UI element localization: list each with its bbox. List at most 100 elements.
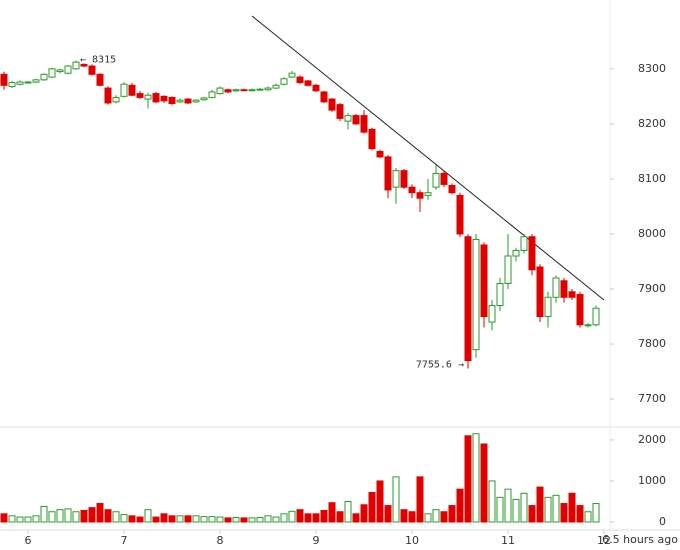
candle-body [448, 185, 456, 194]
candle-body [216, 87, 224, 95]
candle-body [496, 283, 504, 307]
volume-tick-label: 0 [659, 515, 666, 528]
volume-bar [56, 509, 64, 523]
candle-body [488, 305, 496, 323]
volume-bar [480, 443, 488, 523]
candle-body [384, 156, 392, 191]
volume-bar [176, 515, 184, 523]
y-tick-label: 8000 [638, 227, 666, 240]
volume-bar [408, 511, 416, 523]
volume-bar [40, 505, 48, 523]
candle-body [320, 91, 328, 103]
candle-body [312, 84, 320, 92]
y-tick-label: 8300 [638, 62, 666, 75]
volume-bar [464, 435, 472, 523]
volume-bar [280, 513, 288, 523]
volume-bar [112, 511, 120, 523]
candle-body [72, 61, 80, 70]
candle-body [512, 249, 520, 257]
candle-body [96, 73, 104, 86]
candle-body [256, 88, 264, 91]
candle-body [120, 83, 128, 97]
volume-bar [240, 517, 248, 523]
candle-body [112, 96, 120, 103]
candle-body [224, 89, 232, 93]
volume-bar [360, 504, 368, 523]
candle-body [552, 277, 560, 298]
candle-body [304, 80, 312, 86]
candle-body [336, 104, 344, 119]
y-tick-label: 7800 [638, 337, 666, 350]
volume-bar [32, 515, 40, 523]
candle-body [288, 72, 296, 78]
volume-tick-label: 2000 [638, 433, 666, 446]
volume-bar [352, 513, 360, 523]
y-tick-label: 7900 [638, 282, 666, 295]
volume-bar [16, 516, 24, 523]
volume-bar [592, 503, 600, 523]
y-tick-label: 8200 [638, 117, 666, 130]
volume-bar [304, 513, 312, 523]
candle-body [280, 78, 288, 85]
footer: 6.5 hours ago [602, 533, 678, 546]
candle-body [232, 89, 240, 92]
volume-bar [512, 498, 520, 523]
volume-bar [384, 505, 392, 523]
volume-bar [344, 500, 352, 523]
candle-body [296, 76, 304, 84]
candle-body [0, 73, 8, 86]
candle-body [104, 87, 112, 104]
volume-bar [496, 496, 504, 523]
candle-body [160, 95, 168, 102]
volume-bar [0, 513, 8, 523]
volume-bar [192, 515, 200, 523]
volume-bar [256, 516, 264, 523]
volume-bar [488, 480, 496, 523]
volume-bar [576, 505, 584, 523]
candle-body [432, 172, 440, 188]
volume-bar [336, 511, 344, 523]
candle-body [128, 84, 136, 96]
y-tick-label: 8100 [638, 172, 666, 185]
x-tick-label: 7 [121, 534, 128, 547]
x-tick-label: 10 [405, 534, 419, 547]
candle-body [144, 94, 152, 100]
volume-bar [392, 476, 400, 523]
volume-bar [568, 492, 576, 523]
trend-line [251, 15, 605, 301]
candle-body [400, 170, 408, 188]
volume-bar [184, 515, 192, 523]
candle-body [568, 291, 576, 298]
volume-bar [536, 486, 544, 523]
volume-bar [104, 509, 112, 523]
candle-body [64, 65, 72, 74]
candle-body [368, 128, 376, 150]
candle-body [408, 186, 416, 194]
volume-bar [152, 516, 160, 523]
candle-body [240, 89, 248, 92]
volume-bar [432, 509, 440, 523]
candle-body [544, 296, 552, 318]
volume-bar [216, 516, 224, 523]
candle-body [352, 115, 360, 125]
candle-body [376, 150, 384, 158]
candle-body [360, 115, 368, 133]
volume-bar [24, 516, 32, 523]
candle-body [176, 99, 184, 103]
candle-body [592, 307, 600, 326]
volume-bar [232, 516, 240, 523]
candle-body [184, 98, 192, 104]
volume-bar [320, 510, 328, 523]
candle-body [584, 324, 592, 327]
candle-body [328, 98, 336, 111]
volume-bar [128, 515, 136, 523]
candle-body [248, 89, 256, 92]
volume-bar [440, 511, 448, 523]
volume-bar [168, 515, 176, 523]
candle-body [208, 91, 216, 98]
candle-body [32, 79, 40, 83]
candle-body [152, 93, 160, 103]
candle-body [40, 73, 48, 81]
candle-body [528, 236, 536, 271]
